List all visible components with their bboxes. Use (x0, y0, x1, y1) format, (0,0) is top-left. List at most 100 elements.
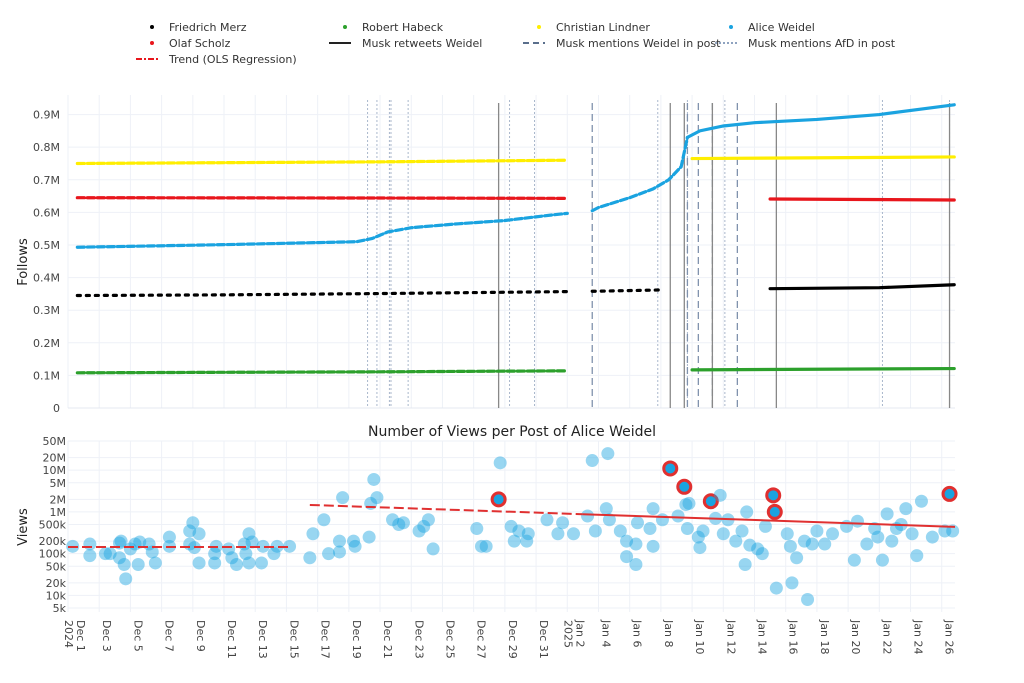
series-line-alice-weidel (75, 211, 569, 249)
post-point (362, 530, 376, 544)
post-point (521, 527, 535, 541)
post-point (225, 551, 239, 565)
post-point (230, 558, 244, 572)
post-point (880, 507, 894, 521)
x-tick-label: Dec 3 (100, 620, 113, 652)
y-tick-label: 0.1M (33, 369, 60, 382)
series-line-alice-weidel (590, 135, 690, 213)
x-tick-label: Dec 19 (350, 620, 363, 659)
post-point (148, 556, 162, 570)
post-point (348, 539, 362, 553)
post-point (392, 518, 406, 531)
x-tick-label: Jan 22 (880, 619, 893, 654)
legend: Friedrich Merz Robert Habeck Christian Lin… (136, 21, 896, 66)
highlighted-post-point (765, 487, 782, 504)
post-point (242, 527, 256, 541)
post-point (713, 488, 727, 502)
series-line-robert-habeck (75, 369, 569, 375)
post-point (769, 581, 783, 595)
post-point (245, 535, 259, 549)
post-point (755, 547, 769, 561)
y-tick-label: 50k (46, 560, 67, 573)
post-point (332, 545, 346, 559)
x-tick-label: Dec 13 (256, 620, 269, 659)
post-point (426, 542, 440, 556)
legend-item: Robert Habeck (343, 21, 444, 34)
post-point (696, 524, 710, 538)
post-point (222, 542, 236, 556)
post-point (103, 547, 117, 561)
y-tick-label: 10k (46, 589, 67, 602)
legend-item: Olaf Scholz (150, 37, 231, 50)
post-point (131, 558, 145, 572)
post-point (133, 535, 147, 549)
post-point (680, 522, 694, 536)
post-point (805, 537, 819, 551)
legend-item: Musk mentions Weidel in post (523, 37, 721, 50)
post-point (914, 494, 928, 508)
y-tick-label: 0.9M (33, 109, 60, 122)
x-tick-label: Dec 23 (412, 620, 425, 659)
y-tick-label: 5k (53, 602, 67, 615)
post-point (671, 509, 685, 523)
post-point (655, 513, 669, 527)
post-point (601, 447, 615, 461)
follows-plot: 0 0.1M 0.2M 0.3M 0.4M 0.5M 0.6M 0.7M 0.8M 0.9M (33, 95, 956, 415)
y-tick-label: 0.4M (33, 272, 60, 285)
views-axis-label: Views (16, 508, 31, 546)
post-point (551, 527, 565, 541)
post-point (588, 524, 602, 538)
x-tick-label: Dec 11 (225, 620, 238, 659)
post-point (322, 547, 336, 561)
post-point (117, 558, 131, 572)
post-point (905, 527, 919, 541)
y-tick-label: 0 (53, 402, 60, 415)
post-point (520, 534, 534, 548)
x-tick-label: Jan 6 (631, 619, 644, 647)
post-point (693, 541, 707, 555)
x-tick-label: Jan 2 (573, 619, 586, 647)
y-tick-label: 5M (50, 477, 67, 490)
post-point (682, 496, 696, 510)
post-point (643, 522, 657, 536)
post-point (679, 498, 693, 512)
post-point (620, 550, 634, 564)
post-point (474, 539, 488, 553)
legend-label: Trend (OLS Regression) (168, 53, 297, 66)
y-tick-label: 100k (39, 548, 67, 561)
series-line-robert-habeck (690, 366, 956, 372)
post-point (267, 547, 281, 561)
y-tick-label: 10M (43, 464, 67, 477)
series-line-christian-lindner (75, 158, 569, 166)
y-tick-label: 0.3M (33, 304, 60, 317)
post-point (629, 558, 643, 572)
post-point (599, 502, 613, 516)
post-point (885, 534, 899, 548)
post-point (479, 539, 493, 553)
legend-item: Christian Lindner (537, 21, 650, 34)
series-line-alice-weidel (685, 103, 956, 139)
x-tick-label: Dec 29 (506, 620, 519, 659)
y-tick-label: 20M (43, 452, 67, 465)
post-point (630, 516, 644, 530)
post-point (801, 592, 815, 606)
post-point (98, 547, 112, 561)
x-tick-label: Dec 21 (381, 620, 394, 659)
post-point (585, 454, 599, 468)
highlighted-post-point (702, 493, 719, 510)
post-point (336, 491, 350, 505)
series-line-olaf-scholz (768, 197, 956, 202)
series-line-olaf-scholz (75, 196, 569, 200)
post-point (847, 553, 861, 567)
post-point (332, 534, 346, 548)
highlighted-post-point (676, 478, 693, 495)
trend-line (582, 513, 956, 528)
post-point (396, 516, 410, 530)
post-point (910, 549, 924, 563)
y-tick-label: 20k (46, 577, 67, 590)
post-point (412, 524, 426, 538)
legend-marker-icon (537, 25, 541, 29)
post-point (208, 547, 222, 561)
post-point (783, 539, 797, 553)
post-point (370, 491, 384, 505)
